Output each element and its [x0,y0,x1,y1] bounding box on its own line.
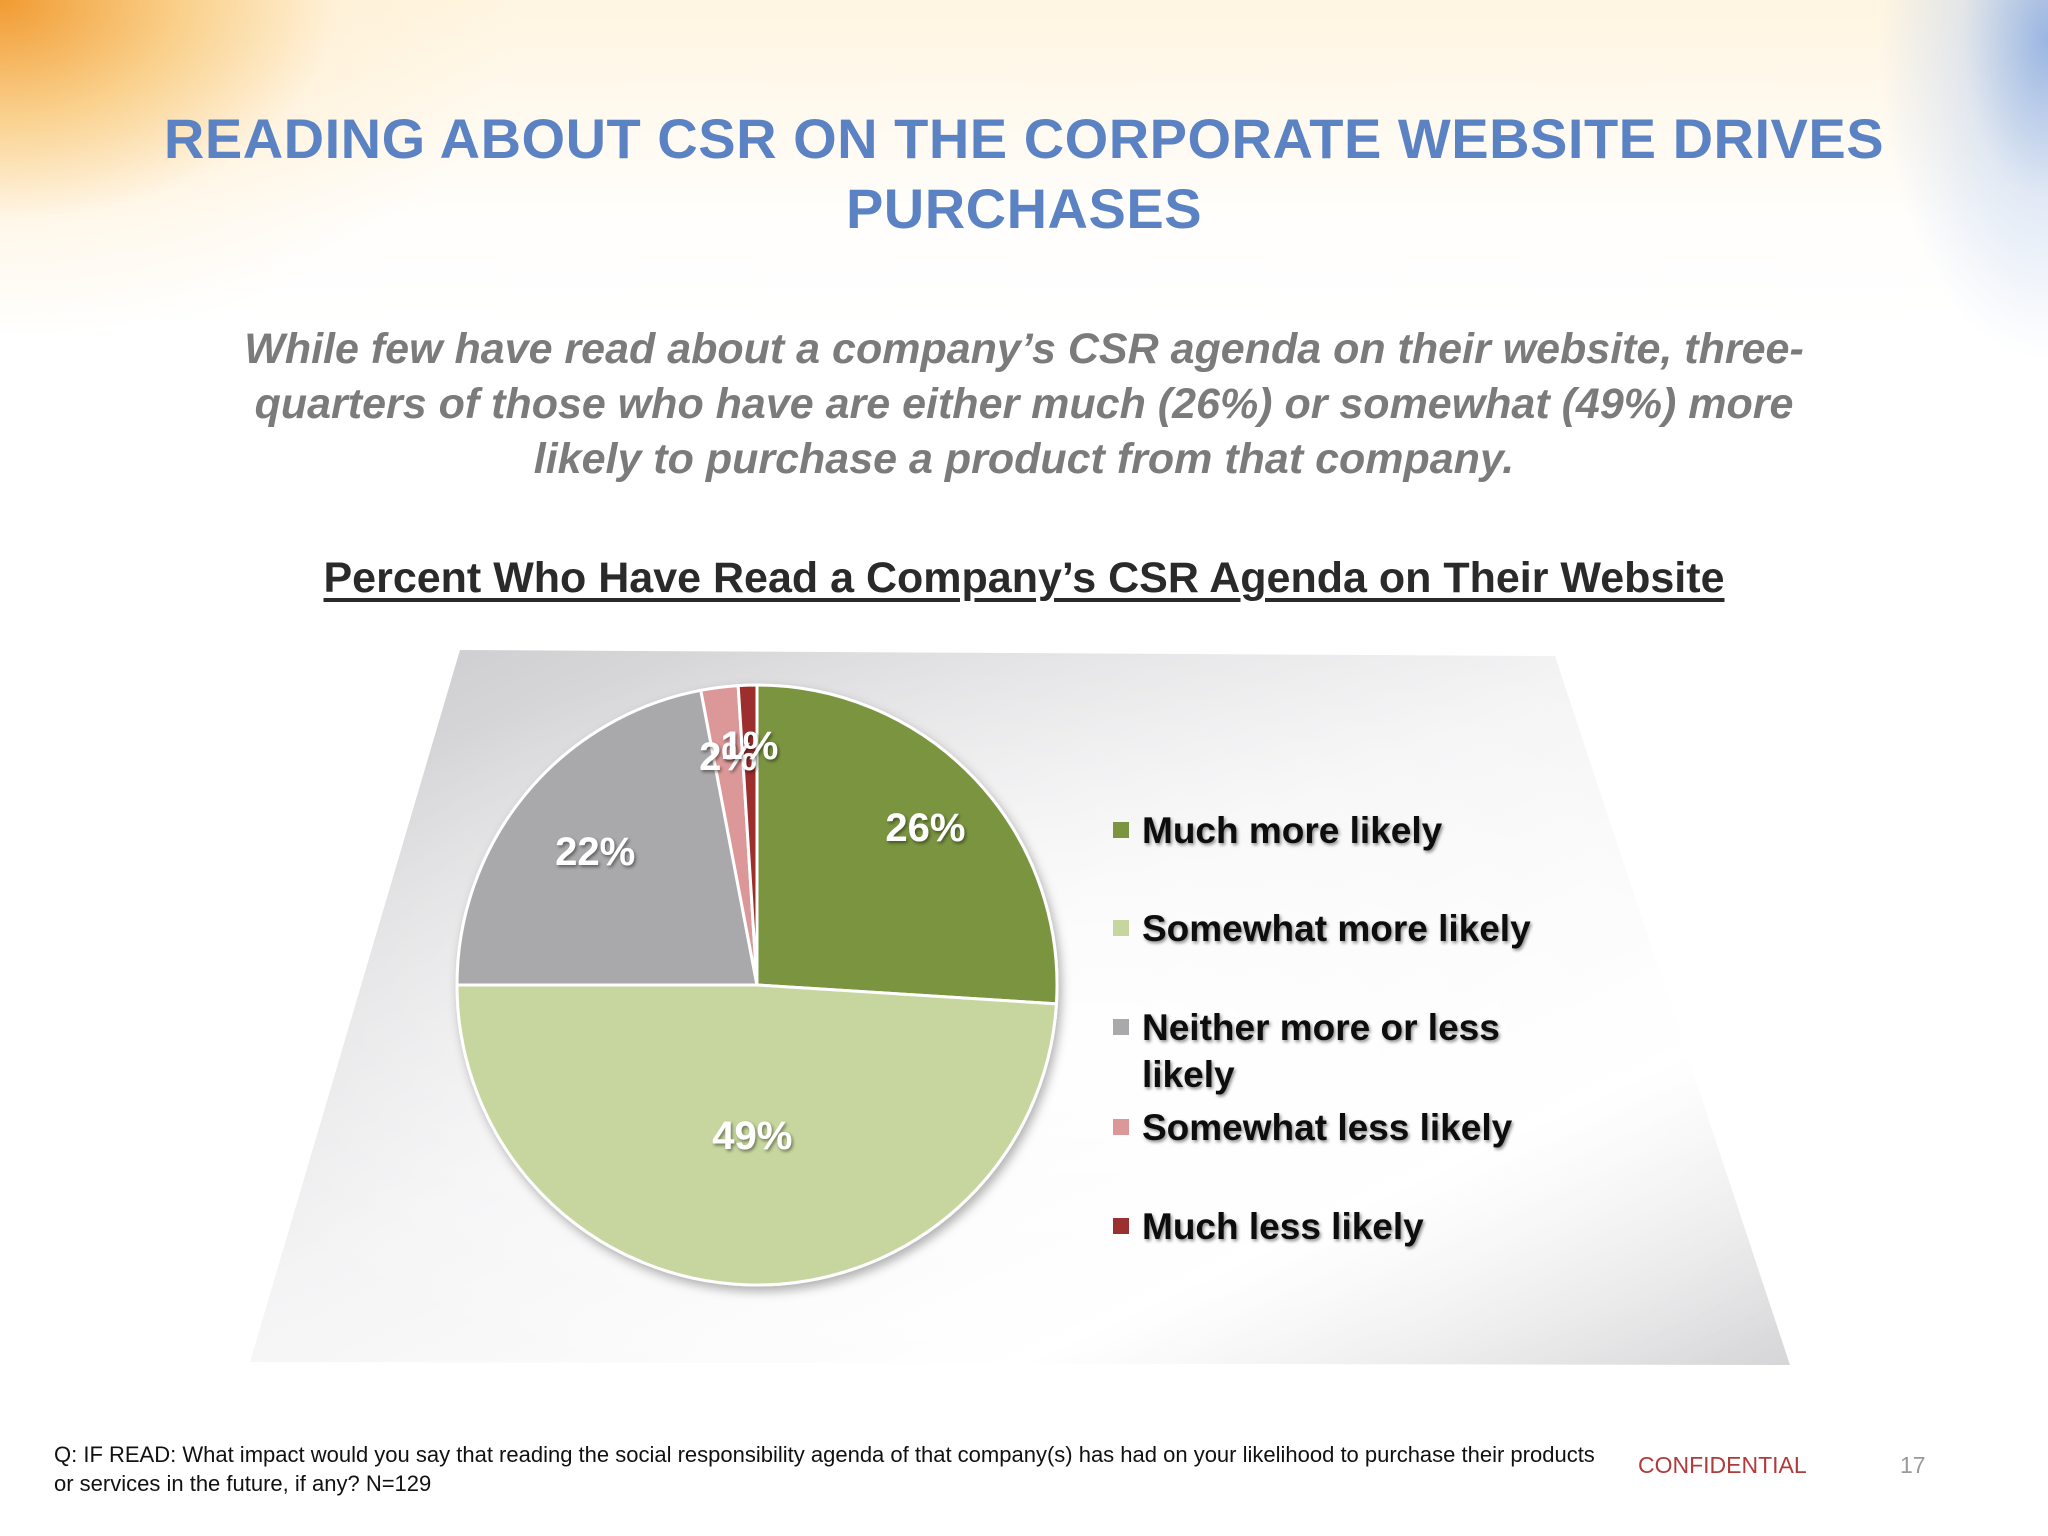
footnote-line2: or services in the future, if any? N=129 [54,1471,432,1496]
legend-swatch [1113,822,1129,838]
footnote: Q: IF READ: What impact would you say th… [54,1440,1674,1498]
legend-label: Much less likely [1142,1206,1424,1247]
subtitle-line2: quarters of those who have are either mu… [254,380,1794,428]
pie-data-label-much-more-likely: 26% [885,806,965,850]
slide-title-line1: READING ABOUT CSR ON THE CORPORATE WEBSI… [163,107,1885,170]
legend-swatch [1113,920,1129,936]
legend-swatch [1113,1019,1129,1035]
chart-legend: Much more likely Somewhat more likely Neit… [1113,810,1531,1247]
legend-item-much-more-likely: Much more likely [1113,810,1443,851]
legend-item-somewhat-less-likely: Somewhat less likely [1113,1107,1513,1148]
legend-item-neither: Neither more or less likely [1113,1007,1500,1095]
confidential-label: CONFIDENTIAL [1638,1452,1807,1478]
footnote-line1: Q: IF READ: What impact would you say th… [54,1442,1595,1467]
pie-slice-neither [455,688,759,987]
pie-data-label-somewhat-less-likely: 2% [699,735,757,779]
pie-labels: 26% 49% 22% 2%1% [555,724,965,1158]
pie-data-label-neither: 22% [555,830,635,874]
legend-label: Neither more or less likely [1142,1007,1500,1095]
subtitle-line1: While few have read about a company’s CS… [244,325,1804,373]
pie-data-label-much-less-likely: 1% [721,724,779,768]
legend-label: Much more likely [1142,810,1443,851]
legend-label: Somewhat less likely [1142,1107,1513,1148]
pie-data-label-somewhat-more-likely: 49% [712,1114,792,1158]
pie [455,683,1059,1287]
legend-swatch [1113,1218,1129,1234]
pie-slice-much-less-likely [736,683,759,986]
legend-label: Somewhat more likely [1142,908,1531,949]
slide-title-line2: PURCHASES [845,177,1203,240]
slide-subtitle: While few have read about a company’s CS… [180,322,1868,487]
pie-slice-somewhat-more-likely [455,983,1059,1287]
legend-swatch [1113,1119,1129,1135]
pie-slice-much-more-likely [755,683,1059,1006]
slide-title: READING ABOUT CSR ON THE CORPORATE WEBSI… [120,104,1928,244]
subtitle-line3: likely to purchase a product from that c… [533,435,1515,483]
legend-item-somewhat-more-likely: Somewhat more likely [1113,908,1531,949]
legend-item-much-less-likely: Much less likely [1113,1206,1424,1247]
chart-title: Percent Who Have Read a Company’s CSR Ag… [323,554,1725,602]
page-number: 17 [1900,1452,1926,1478]
